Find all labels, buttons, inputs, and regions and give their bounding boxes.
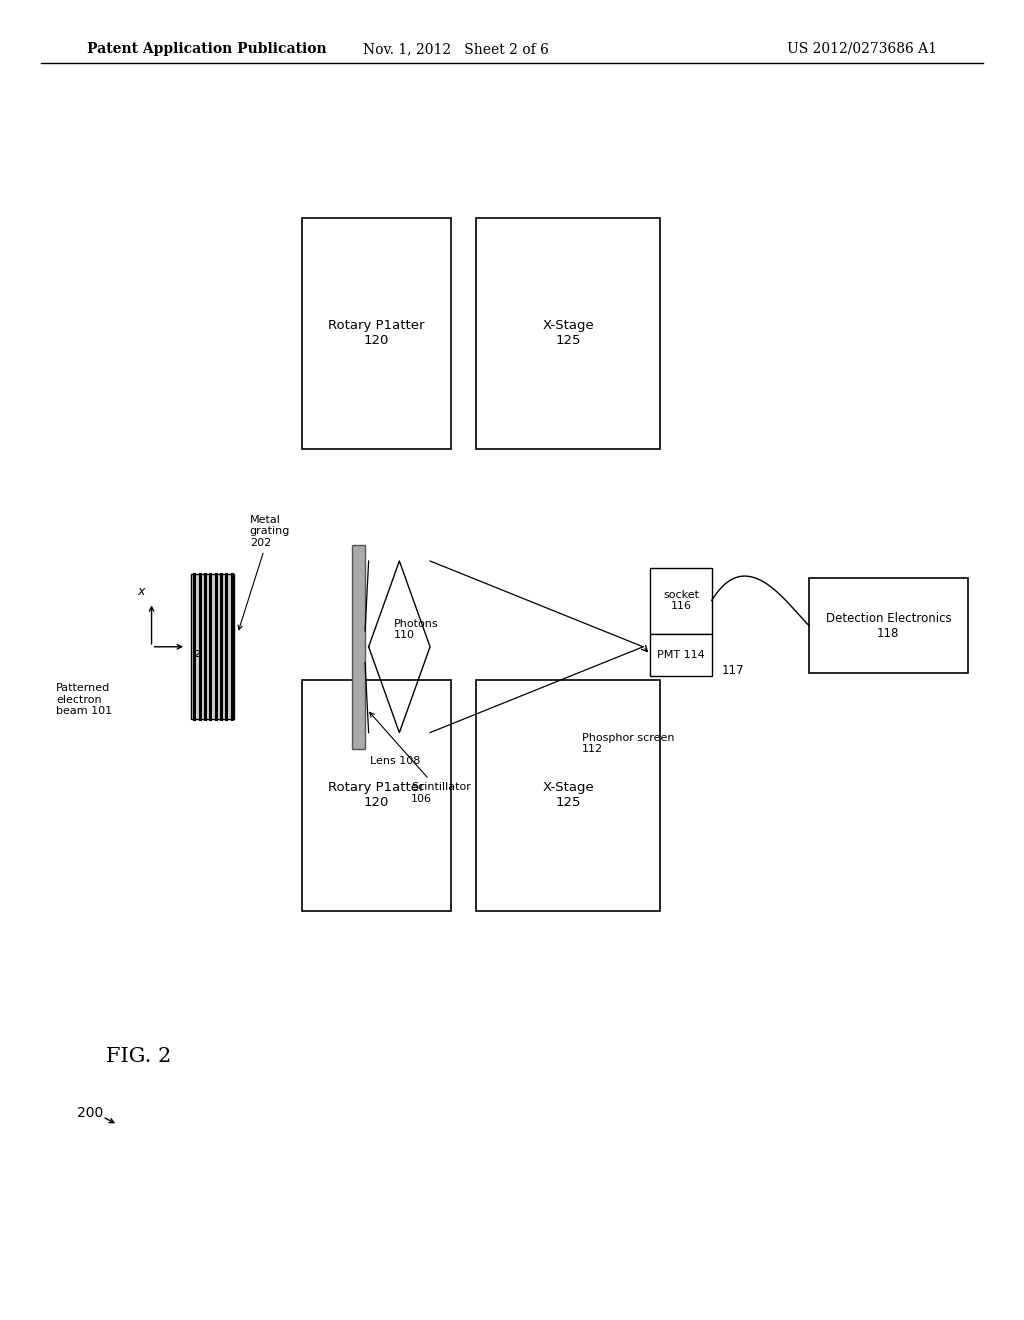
Text: Metal
grating
202: Metal grating 202 (238, 515, 290, 630)
Bar (302, 218, 451, 449)
Bar (650, 568, 712, 634)
Text: Photons
110: Photons 110 (394, 619, 439, 640)
Text: 200: 200 (77, 1106, 103, 1119)
Bar (302, 680, 451, 911)
Text: Patent Application Publication: Patent Application Publication (87, 42, 327, 55)
Bar (352, 544, 365, 750)
Text: X-Stage
125: X-Stage 125 (543, 319, 594, 347)
Bar (476, 680, 660, 911)
Bar (809, 578, 968, 673)
Text: FIG. 2: FIG. 2 (105, 1047, 171, 1065)
Text: x: x (137, 585, 145, 598)
Text: Nov. 1, 2012   Sheet 2 of 6: Nov. 1, 2012 Sheet 2 of 6 (362, 42, 549, 55)
Text: X-Stage
125: X-Stage 125 (543, 781, 594, 809)
Bar (650, 634, 712, 676)
Text: z: z (195, 647, 201, 660)
Bar (476, 218, 660, 449)
Text: 117: 117 (722, 664, 744, 677)
Text: Phosphor screen
112: Phosphor screen 112 (582, 733, 674, 754)
Text: Scintillator
106: Scintillator 106 (370, 713, 471, 804)
Text: socket
116: socket 116 (663, 590, 699, 611)
Text: Rotary P1atter
120: Rotary P1atter 120 (328, 319, 425, 347)
Text: Detection Electronics
118: Detection Electronics 118 (825, 611, 951, 640)
Text: Rotary P1atter
120: Rotary P1atter 120 (328, 781, 425, 809)
Text: PMT 114: PMT 114 (657, 649, 705, 660)
Bar (191, 574, 234, 719)
Text: Patterned
electron
beam 101: Patterned electron beam 101 (56, 682, 113, 717)
Text: US 2012/0273686 A1: US 2012/0273686 A1 (787, 42, 937, 55)
Text: Lens 108: Lens 108 (371, 756, 421, 767)
